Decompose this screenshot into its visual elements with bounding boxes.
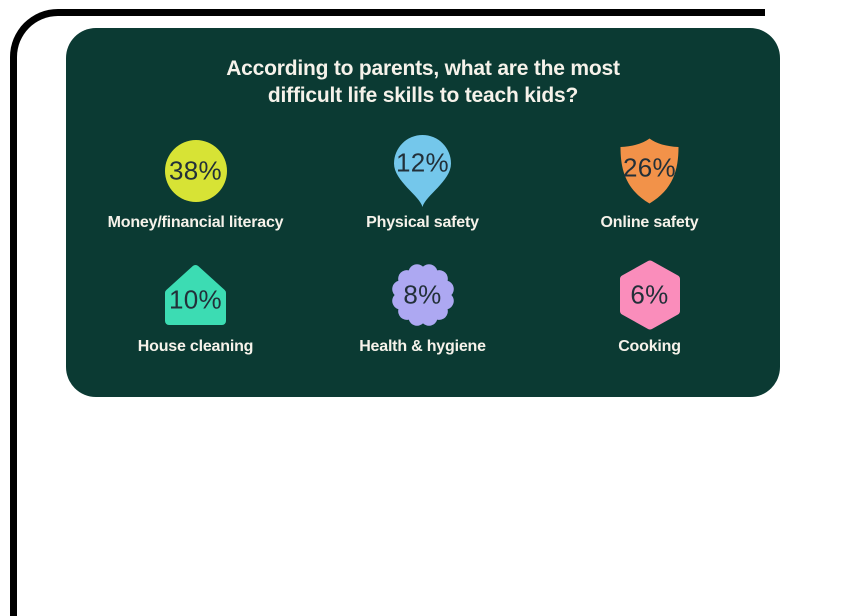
shield-icon: 26% xyxy=(618,136,681,206)
hexagon-icon: 6% xyxy=(618,259,682,331)
page-title: According to parents, what are the most … xyxy=(66,55,780,109)
stats-grid: 38% Money/financial literacy 12% Physica… xyxy=(82,132,763,380)
stat-label: Health & hygiene xyxy=(359,338,486,355)
stat-online-safety: 26% Online safety xyxy=(536,132,763,256)
circle-icon: 38% xyxy=(164,140,227,202)
stat-value: 38% xyxy=(169,155,222,186)
map-pin-icon: 12% xyxy=(392,134,453,209)
stat-money-financial-literacy: 38% Money/financial literacy xyxy=(82,132,309,256)
stat-value: 10% xyxy=(169,284,222,315)
stat-value: 8% xyxy=(403,279,442,310)
stat-label: Physical safety xyxy=(366,214,479,231)
stat-value: 26% xyxy=(623,152,676,183)
stat-label: House cleaning xyxy=(137,338,254,355)
stat-value: 6% xyxy=(630,279,669,310)
stat-health-hygiene: 8% Health & hygiene xyxy=(309,256,536,380)
scalloped-badge-icon: 8% xyxy=(390,261,456,329)
stat-house-cleaning: 10% House cleaning xyxy=(82,256,309,380)
stat-cooking: 6% Cooking xyxy=(536,256,763,380)
title-line-1: According to parents, what are the most xyxy=(226,57,620,80)
stat-physical-safety: 12% Physical safety xyxy=(309,132,536,256)
house-icon: 10% xyxy=(163,262,228,328)
stat-value: 12% xyxy=(396,147,449,178)
title-line-2: difficult life skills to teach kids? xyxy=(267,84,579,107)
infographic-card: According to parents, what are the most … xyxy=(66,28,780,397)
stat-label: Cooking xyxy=(618,338,681,355)
stat-label: Online safety xyxy=(600,214,699,231)
stat-label: Money/financial literacy xyxy=(107,214,284,231)
